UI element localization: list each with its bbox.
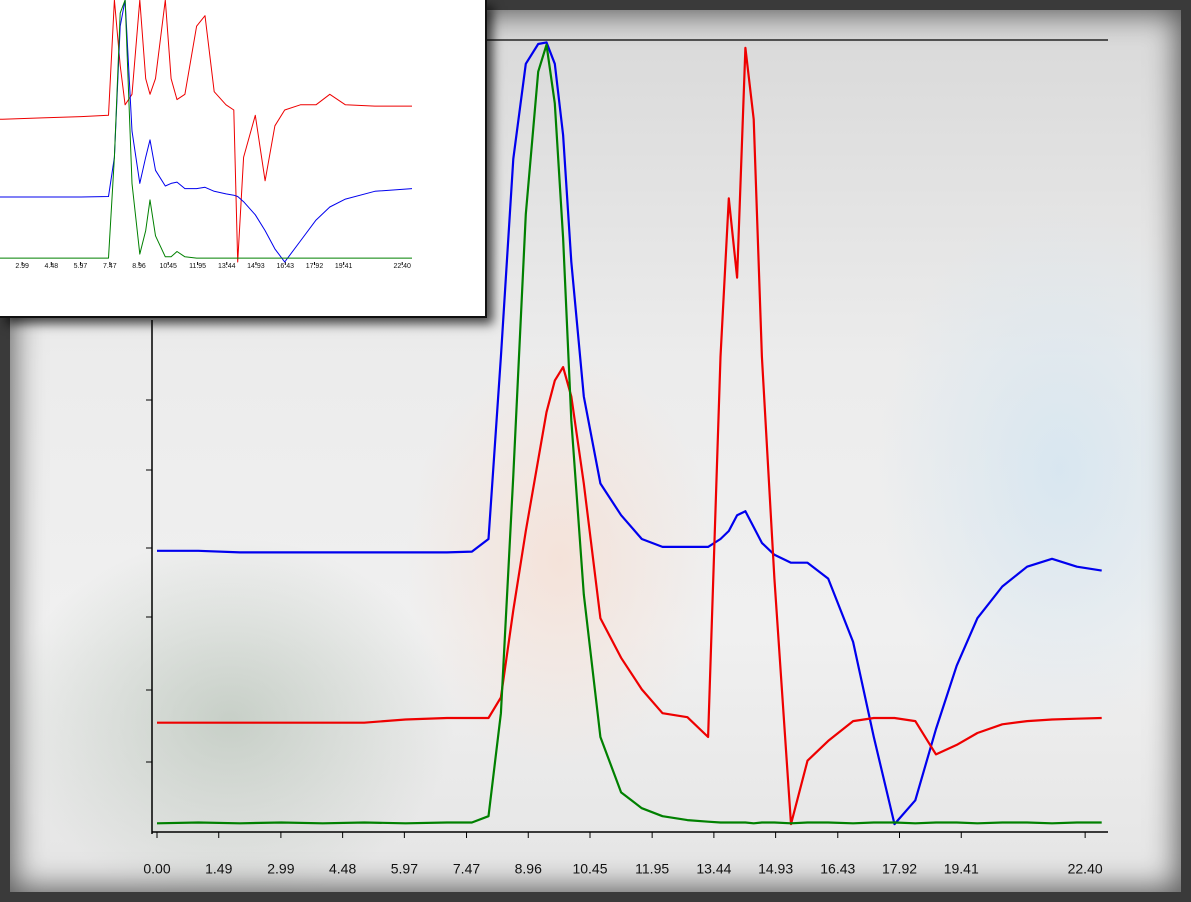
x-tick-label: 4.48 <box>44 263 58 270</box>
x-tick-label: 16.43 <box>277 263 295 270</box>
x-tick-label: 11.95 <box>635 861 669 877</box>
x-tick-label: 14.93 <box>758 861 793 877</box>
x-tick-label: 22.40 <box>393 263 411 270</box>
x-tick-label: 7.47 <box>103 263 117 270</box>
x-tick-label: 16.43 <box>820 861 855 877</box>
data-line <box>0 0 413 263</box>
x-tick-label: 10.45 <box>159 263 177 270</box>
x-tick-label: 7.47 <box>453 861 480 877</box>
x-tick-label: 13.44 <box>696 861 731 877</box>
x-tick-label: 17.92 <box>306 263 324 270</box>
x-tick-label: 14.93 <box>247 263 265 270</box>
x-tick-label: 5.97 <box>74 263 88 270</box>
x-tick-label: 11.95 <box>189 263 206 270</box>
x-tick-label: 2.99 <box>15 263 29 270</box>
data-line <box>0 0 412 259</box>
x-tick-label: 8.96 <box>515 861 542 877</box>
x-tick-label: 2.99 <box>267 861 294 877</box>
data-line <box>157 46 1102 826</box>
data-line <box>0 0 412 263</box>
x-tick-label: 19.41 <box>335 263 353 270</box>
data-line <box>157 41 1102 826</box>
inset-chart: 1.492.994.485.977.478.9610.4511.9513.441… <box>0 0 487 318</box>
x-tick-label: 5.97 <box>391 861 418 877</box>
x-tick-label: 1.49 <box>205 861 232 877</box>
data-line <box>156 43 1102 825</box>
x-tick-label: 4.48 <box>329 861 356 877</box>
y-axis-ticks <box>146 399 152 763</box>
x-tick-label: 17.92 <box>882 861 917 877</box>
x-tick-label: 19.41 <box>944 861 979 877</box>
x-tick-label: 8.96 <box>132 263 146 270</box>
x-tick-label: 0.00 <box>143 861 170 877</box>
x-tick-label: 10.45 <box>572 861 607 877</box>
x-tick-label: 22.40 <box>1068 861 1103 877</box>
x-tick-label: 13.44 <box>218 263 236 270</box>
